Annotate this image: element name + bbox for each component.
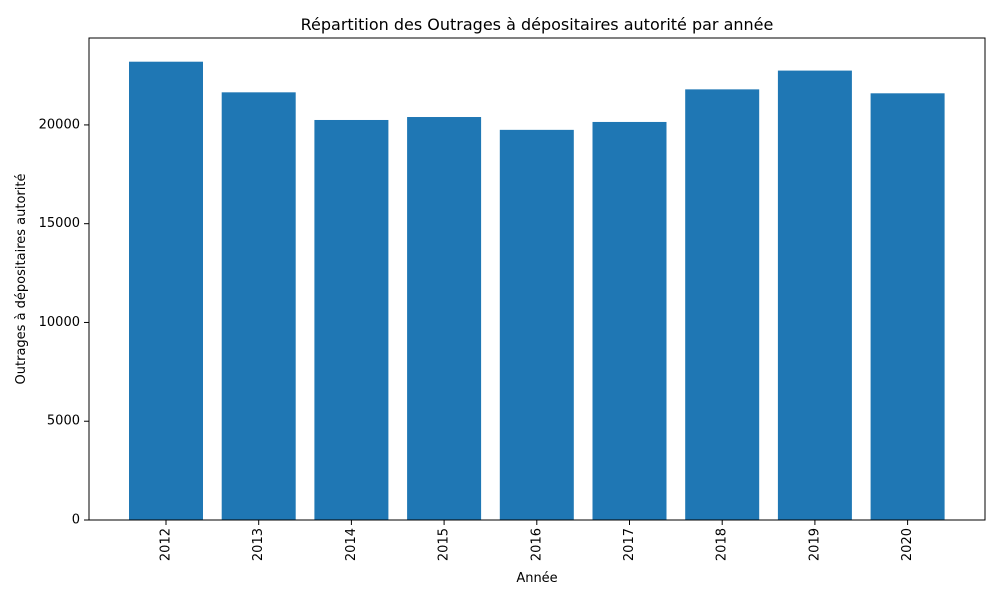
x-tick-label: 2014 <box>344 528 359 561</box>
x-tick-label: 2012 <box>159 528 174 561</box>
bar-2012 <box>129 61 203 520</box>
x-tick-label: 2016 <box>529 528 544 561</box>
bar-2014 <box>314 119 389 521</box>
x-tick-label: 2013 <box>251 528 266 561</box>
y-tick-label: 20000 <box>39 117 80 132</box>
x-tick-label: 2015 <box>437 528 452 561</box>
y-axis: 0 5000 10000 15000 20000 <box>39 117 89 528</box>
y-tick-label: 10000 <box>39 315 80 330</box>
bar-2015 <box>407 117 482 521</box>
y-axis-label: Outrages à dépositaires autorité <box>14 174 29 385</box>
y-tick-label: 5000 <box>47 414 80 429</box>
bar-2020 <box>870 93 945 521</box>
x-tick-label: 2017 <box>622 528 637 561</box>
chart-title: Répartition des Outrages à dépositaires … <box>301 15 774 34</box>
x-tick-label: 2020 <box>900 528 915 561</box>
bar-2017 <box>592 121 667 520</box>
y-tick-label: 0 <box>72 513 80 528</box>
bar-2016 <box>499 129 574 520</box>
bar-2013 <box>221 92 296 521</box>
x-axis-label: Année <box>516 571 557 586</box>
bar-2019 <box>777 70 852 520</box>
bars-group <box>129 61 945 521</box>
x-tick-label: 2018 <box>715 528 730 561</box>
bar-2018 <box>685 89 760 520</box>
x-tick-label: 2019 <box>807 528 822 561</box>
x-axis: 2012 2013 2014 2015 2016 2017 2018 2019 2020 <box>159 520 915 561</box>
y-tick-label: 15000 <box>39 216 80 231</box>
plot-frame <box>88 37 986 521</box>
